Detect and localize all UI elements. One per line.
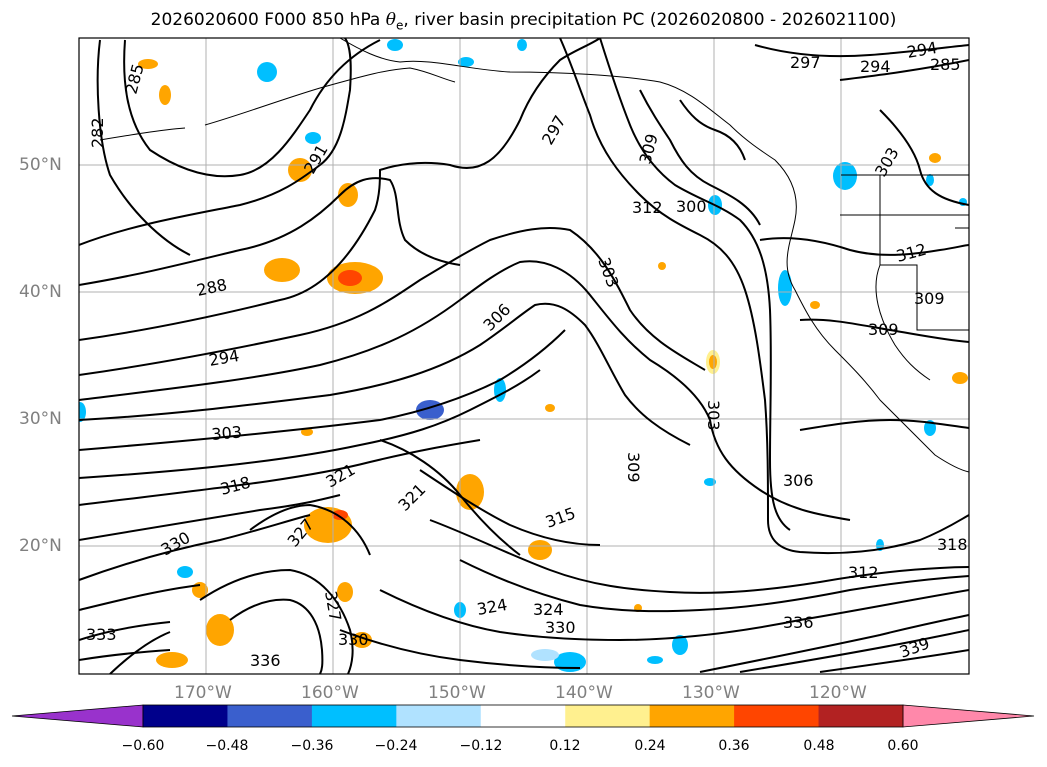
lat-label: 20°N — [19, 536, 62, 556]
colorbar-cell — [649, 705, 735, 727]
lon-label: 160°W — [301, 683, 359, 703]
colorbar-cell — [480, 705, 566, 727]
map-title: 2026020600 F000 850 hPa θe, river basin … — [150, 10, 897, 33]
colorbar-tick: −0.12 — [459, 738, 503, 754]
colorbar-cell — [227, 705, 313, 727]
colorbar-tick: 0.48 — [803, 738, 835, 754]
contour-label: 336 — [250, 651, 281, 670]
colorbar-extend-left — [11, 704, 144, 728]
colorbar-cell — [818, 705, 904, 727]
lon-label: 120°W — [809, 683, 867, 703]
colorbar-tick: 0.24 — [634, 738, 666, 754]
colorbar-cell — [565, 705, 651, 727]
contour-label: 333 — [86, 625, 117, 644]
colorbar — [11, 704, 1035, 728]
colorbar-tick: 0.12 — [549, 738, 581, 754]
lat-label: 50°N — [19, 155, 62, 175]
contour-label: 306 — [783, 471, 814, 490]
contour-label: 303 — [211, 422, 243, 444]
contour-label: 297 — [790, 53, 821, 72]
contour-label: 330 — [545, 618, 576, 637]
contour-label: 318 — [937, 535, 968, 554]
contour-label: 330 — [338, 630, 369, 649]
contour-label: 309 — [868, 320, 899, 339]
colorbar-tick: −0.24 — [374, 738, 418, 754]
contour-label: 285 — [930, 55, 961, 74]
colorbar-tick: −0.36 — [290, 738, 334, 754]
contour-label: 294 — [905, 38, 938, 62]
contour-label: 309 — [624, 452, 643, 483]
contour-label: 312 — [848, 563, 879, 582]
contour-label: 336 — [783, 613, 814, 632]
colorbar-tick: −0.60 — [121, 738, 165, 754]
contour-label: 309 — [914, 289, 945, 308]
theta-e-contours — [79, 38, 969, 674]
contour-label: 312 — [632, 198, 663, 217]
lat-label: 30°N — [19, 409, 62, 429]
precip-positive-shading — [138, 59, 968, 668]
colorbar-cell — [734, 705, 820, 727]
colorbar-cell — [143, 705, 228, 727]
contour-label: 324 — [533, 600, 564, 619]
lon-label: 140°W — [555, 683, 613, 703]
colorbar-tick: 0.36 — [718, 738, 750, 754]
contour-label: 300 — [676, 197, 707, 216]
colorbar-cell — [311, 705, 397, 727]
contour-label: 303 — [704, 400, 723, 431]
colorbar-cell — [396, 705, 482, 727]
contour-label: 282 — [88, 117, 107, 148]
colorbar-tick: 0.60 — [887, 738, 919, 754]
lat-label: 40°N — [19, 282, 62, 302]
lon-label: 130°W — [682, 683, 740, 703]
lon-label: 170°W — [174, 683, 232, 703]
lon-label: 150°W — [428, 683, 486, 703]
map-frame — [78, 37, 970, 675]
contour-label: 294 — [860, 57, 891, 76]
colorbar-tick: −0.48 — [205, 738, 249, 754]
colorbar-extend-right — [902, 704, 1035, 728]
